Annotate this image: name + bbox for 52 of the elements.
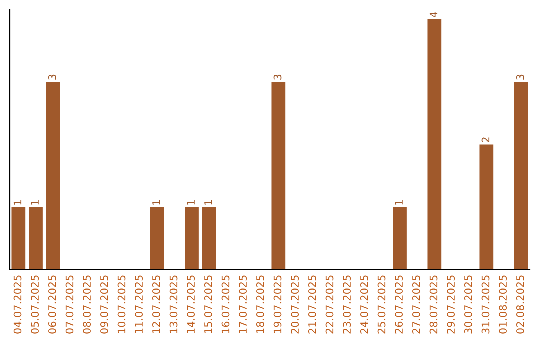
data-label: 1 [31, 200, 39, 205]
x-tick-label: 24.07.2025 [360, 276, 368, 334]
x-tick-label: 26.07.2025 [395, 276, 404, 334]
x-tick-label: 11.07.2025 [135, 276, 144, 334]
x-tick-label: 22.07.2025 [326, 276, 334, 334]
x-tick-label: 05.07.2025 [31, 276, 40, 334]
x-tick-label: 28.07.2025 [430, 276, 438, 334]
x-tick-label: 02.08.2025 [516, 276, 524, 334]
x-tick-label: 29.07.2025 [447, 276, 456, 334]
x-tick-label: 01.08.2025 [499, 276, 508, 334]
x-tick-label: 04.07.2025 [14, 276, 22, 334]
bar [272, 82, 286, 270]
x-tick-label: 08.07.2025 [83, 276, 92, 334]
bar [46, 82, 60, 270]
x-tick-label: 09.07.2025 [100, 276, 108, 334]
x-tick-label: 25.07.2025 [378, 276, 386, 334]
data-label: 3 [516, 74, 524, 80]
data-label: 1 [152, 200, 160, 205]
bar [202, 207, 216, 270]
data-label: 2 [482, 138, 490, 143]
data-label: 1 [204, 200, 212, 205]
bar [514, 82, 528, 270]
x-tick-label: 21.07.2025 [308, 276, 316, 334]
x-tick-label: 31.07.2025 [482, 276, 490, 334]
x-tick-label: 07.07.2025 [66, 276, 74, 334]
x-tick-label: 14.07.2025 [187, 276, 196, 334]
x-tick-label: 27.07.2025 [412, 276, 420, 334]
data-label: 4 [430, 12, 438, 18]
x-tick-label: 16.07.2025 [222, 276, 230, 334]
bar [428, 19, 442, 270]
bar [393, 207, 407, 270]
x-tick-label: 10.07.2025 [118, 276, 126, 334]
data-label: 3 [274, 74, 282, 80]
bar [480, 144, 494, 270]
data-label: 1 [14, 200, 22, 205]
x-tick-label: 06.07.2025 [48, 276, 56, 334]
bar [12, 207, 26, 270]
bar [150, 207, 164, 270]
x-tick-label: 30.07.2025 [464, 276, 472, 334]
data-label: 3 [48, 74, 56, 80]
bar [29, 207, 43, 270]
bar [185, 207, 199, 270]
x-tick-label: 18.07.2025 [256, 276, 264, 334]
x-tick-label: 23.07.2025 [343, 276, 352, 334]
data-label: 1 [187, 200, 195, 205]
x-tick-label: 20.07.2025 [291, 276, 300, 334]
data-label: 1 [395, 200, 403, 205]
x-tick-label: 12.07.2025 [152, 276, 160, 334]
x-tick-label: 19.07.2025 [274, 276, 282, 334]
x-tick-label: 17.07.2025 [239, 276, 248, 334]
x-tick-label: 13.07.2025 [170, 276, 178, 334]
x-tick-label: 15.07.2025 [204, 276, 212, 334]
